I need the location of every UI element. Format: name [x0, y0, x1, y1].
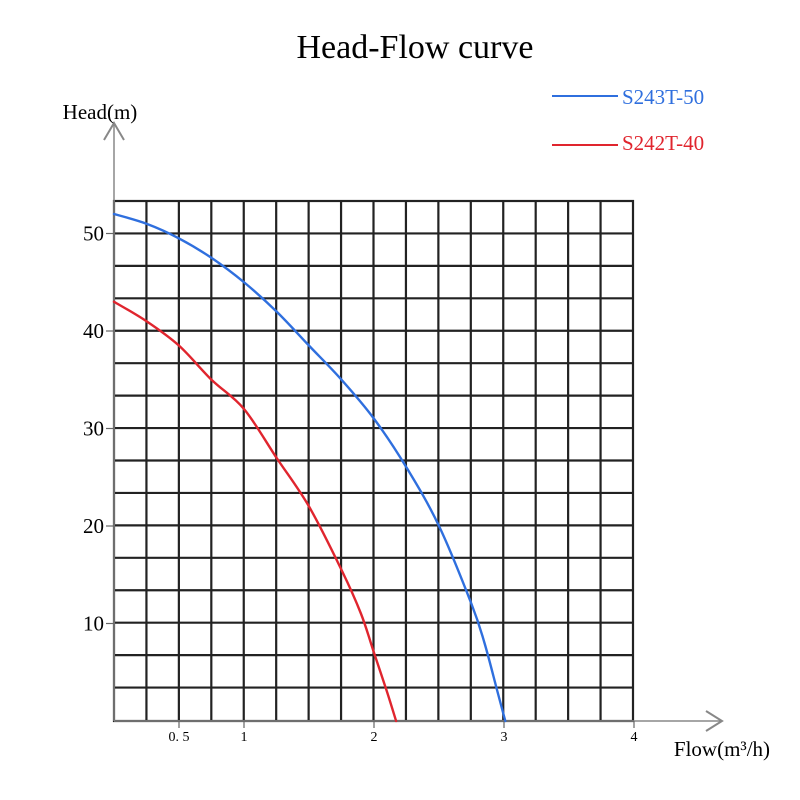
chart-title: Head-Flow curve: [297, 29, 534, 66]
x-ticks: 0. 5 1 2 3 4: [169, 721, 638, 745]
y-ticks: 10 20 30 40 50: [83, 222, 114, 636]
y-tick-label: 10: [83, 612, 104, 636]
y-tick-label: 40: [83, 319, 104, 343]
series-line-s243t-50: [112, 212, 507, 723]
legend-label-s243t-50: S243T-50: [622, 85, 704, 109]
grid-lines: [114, 201, 633, 721]
x-tick-label: 0. 5: [169, 730, 190, 745]
y-tick-label: 30: [83, 417, 104, 441]
legend: S243T-50 S242T-40: [552, 85, 704, 155]
x-tick-label: 2: [371, 730, 378, 745]
x-axis-arrow-icon: [705, 710, 724, 732]
y-tick-label: 50: [83, 222, 104, 246]
x-tick-label: 1: [241, 730, 248, 745]
axes: Head(m) Flow(m³/h) 10 20 30 40 50 0. 5 1 2 3 4: [63, 100, 770, 761]
y-axis-arrow-icon: [103, 121, 125, 141]
series-line-s242t-40: [112, 300, 398, 723]
x-tick-label: 4: [631, 730, 638, 745]
y-tick-label: 20: [83, 514, 104, 538]
series-lines: [112, 212, 507, 723]
legend-label-s242t-40: S242T-40: [622, 131, 704, 155]
x-tick-label: 3: [501, 730, 508, 745]
y-axis-label: Head(m): [63, 100, 138, 124]
grid: [112, 199, 635, 723]
x-axis-label: Flow(m³/h): [674, 737, 770, 761]
